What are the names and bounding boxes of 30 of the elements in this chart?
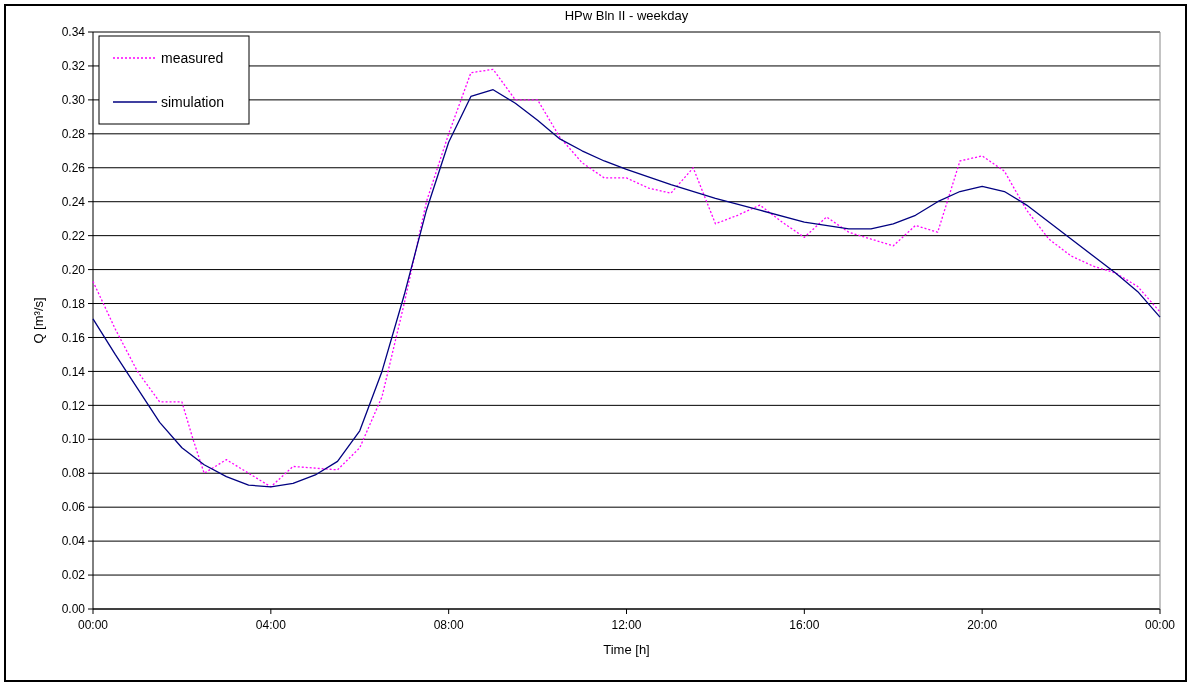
y-tick-label: 0.32 xyxy=(61,59,86,74)
y-tick-label: 0.12 xyxy=(61,398,86,413)
x-tick-label: 04:00 xyxy=(255,618,287,632)
x-axis-title: Time [h] xyxy=(603,642,650,657)
y-tick-label: 0.34 xyxy=(61,25,86,40)
x-tick-label: 08:00 xyxy=(433,618,465,632)
y-tick-label: 0.04 xyxy=(61,534,86,549)
x-tick-label: 12:00 xyxy=(611,618,642,632)
y-tick-label: 0.16 xyxy=(61,330,86,345)
y-tick-label: 0.26 xyxy=(61,160,86,175)
y-tick-label: 0.20 xyxy=(61,262,86,277)
y-tick-label: 0.06 xyxy=(61,500,86,515)
y-tick-label: 0.22 xyxy=(61,228,86,243)
y-tick-label: 0.08 xyxy=(61,466,86,481)
y-tick-label: 0.00 xyxy=(61,602,86,617)
y-tick-label: 0.24 xyxy=(61,194,86,209)
y-tick-label: 0.10 xyxy=(61,432,86,447)
y-tick-label: 0.28 xyxy=(61,127,86,142)
x-tick-label: 20:00 xyxy=(967,618,998,632)
x-tick-label: 16:00 xyxy=(789,618,820,632)
legend-label: simulation xyxy=(161,93,225,110)
y-tick-label: 0.18 xyxy=(61,296,86,311)
y-tick-label: 0.02 xyxy=(61,568,86,583)
legend-label: measured xyxy=(161,49,224,66)
chart-title: HPw Bln II - weekday xyxy=(564,8,689,23)
y-tick-label: 0.14 xyxy=(61,364,86,379)
y-axis-title: Q [m³/s] xyxy=(31,297,46,344)
y-tick-label: 0.30 xyxy=(61,93,86,108)
x-tick-label: 00:00 xyxy=(1144,618,1176,632)
x-tick-label: 00:00 xyxy=(77,618,109,632)
